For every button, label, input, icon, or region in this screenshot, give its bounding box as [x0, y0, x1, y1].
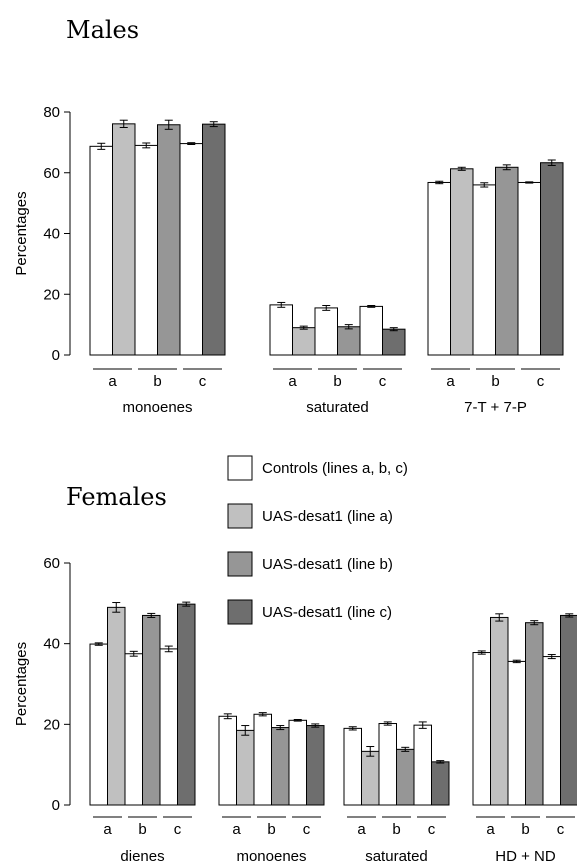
females-y-tick-label: 20 [43, 716, 60, 733]
males-y-tick-label: 40 [43, 226, 60, 243]
males-panel-title: Males [66, 16, 139, 44]
females-bar [413, 724, 432, 806]
males-bar [540, 162, 564, 356]
males-bar [427, 181, 451, 356]
females-line-label: b [267, 821, 275, 838]
males-line-label: a [446, 373, 455, 390]
females-bar [159, 648, 178, 806]
males-bar [495, 166, 519, 356]
females-bar [378, 723, 397, 806]
males-y-axis-label: Percentages [13, 191, 30, 275]
females-bar [361, 750, 380, 806]
females-y-tick-label: 60 [43, 555, 60, 572]
females-bar [236, 729, 255, 806]
males-group-label: monoenes [122, 399, 192, 416]
legend: Controls (lines a, b, c) UAS-desat1 (line… [227, 455, 408, 625]
females-bar [525, 622, 544, 806]
males-line-label: c [537, 373, 545, 390]
males-line-label: b [491, 373, 499, 390]
males-bar [112, 123, 136, 356]
females-bar [177, 603, 196, 806]
females-bar [107, 606, 126, 806]
females-line-label: c [428, 821, 436, 838]
males-y-tick-label: 60 [43, 165, 60, 182]
legend-label: UAS-desat1 (line a) [262, 508, 393, 525]
females-bar [490, 616, 509, 806]
males-line-label: a [108, 373, 117, 390]
males-bar [179, 143, 203, 356]
females-line-label: b [521, 821, 529, 838]
males-bar [202, 123, 226, 356]
females-bar [288, 719, 307, 806]
females-line-label: a [232, 821, 241, 838]
females-line-label: b [392, 821, 400, 838]
females-bar [306, 725, 325, 806]
males-line-label: c [379, 373, 387, 390]
females-line-label: c [557, 821, 565, 838]
females-bar [472, 652, 491, 806]
females-bar [507, 660, 526, 806]
males-bar [157, 124, 181, 356]
females-bar [542, 656, 561, 806]
females-bar [396, 748, 415, 806]
males-line-label: b [333, 373, 341, 390]
females-bar [431, 761, 450, 806]
legend-swatch [227, 455, 253, 481]
males-line-label: c [199, 373, 207, 390]
females-group-label: saturated [365, 848, 428, 865]
females-bar [271, 727, 290, 806]
males-bar [314, 307, 338, 356]
females-bar [124, 653, 143, 806]
males-y-tick-label: 20 [43, 286, 60, 303]
females-bar [142, 614, 161, 806]
females-line-label: b [138, 821, 146, 838]
females-line-label: a [486, 821, 495, 838]
males-bar [382, 328, 406, 356]
males-group-label: saturated [306, 399, 369, 416]
females-y-axis-label: Percentages [13, 642, 30, 726]
females-group-label: monoenes [236, 848, 306, 865]
females-line-label: a [357, 821, 366, 838]
males-bar [450, 168, 474, 356]
males-bar [134, 144, 158, 356]
males-bar [292, 327, 316, 356]
females-bar [343, 727, 362, 806]
legend-label: UAS-desat1 (line b) [262, 556, 393, 573]
males-bar [89, 145, 113, 356]
males-y-tick-label: 80 [43, 104, 60, 121]
males-bar [472, 184, 496, 356]
legend-swatch [227, 503, 253, 529]
females-bar [560, 614, 577, 806]
females-group-label: dienes [120, 848, 164, 865]
females-line-label: a [103, 821, 112, 838]
legend-swatch [227, 551, 253, 577]
females-bar [218, 715, 237, 806]
males-bar [359, 305, 383, 356]
legend-swatch [227, 599, 253, 625]
females-y-tick-label: 0 [52, 797, 60, 814]
females-y-tick-label: 40 [43, 636, 60, 653]
males-line-label: b [153, 373, 161, 390]
males-bar [269, 304, 293, 356]
males-bar [517, 181, 541, 356]
legend-label: Controls (lines a, b, c) [262, 460, 408, 477]
males-bar [337, 326, 361, 356]
females-line-label: c [174, 821, 182, 838]
males-group-label: 7-T + 7-P [464, 399, 527, 416]
males-y-tick-label: 0 [52, 347, 60, 364]
females-panel-title: Females [66, 483, 167, 511]
legend-label: UAS-desat1 (line c) [262, 604, 392, 621]
females-bar [253, 713, 272, 806]
males-line-label: a [288, 373, 297, 390]
females-line-label: c [303, 821, 311, 838]
females-group-label: HD + ND [495, 848, 556, 865]
females-bar [89, 643, 108, 806]
